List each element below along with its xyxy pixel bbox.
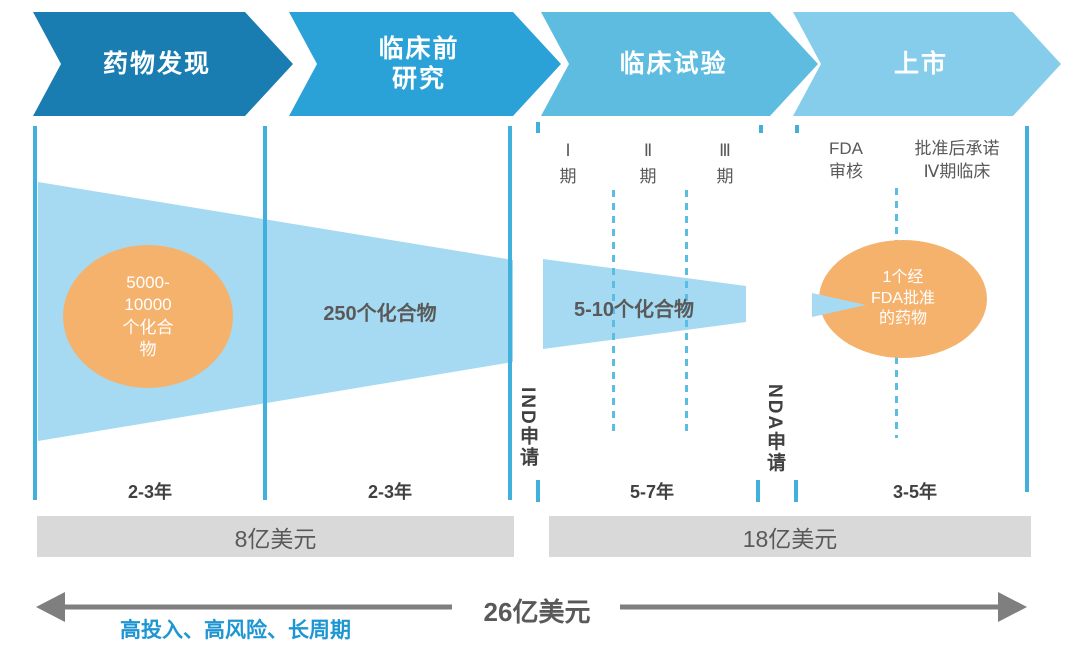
divider-line-preclinical-start	[263, 126, 267, 500]
ind-application-label: IND申请	[517, 387, 538, 468]
duration-market: 3-5年	[892, 482, 938, 502]
clinical-compounds-label: 5-10个化合物	[573, 299, 695, 321]
cost-bar-discovery-preclinical: 8亿美元	[37, 516, 514, 557]
duration-discovery: 2-3年	[127, 482, 173, 502]
total-arrowhead-left	[36, 592, 65, 622]
discovery-compounds-label: 5000- 10000 个化合 物	[122, 273, 174, 359]
divider-line-discovery-start	[33, 126, 37, 500]
stage-label-clinical-trials: 临床试验	[619, 50, 728, 78]
duration-clinical: 5-7年	[629, 482, 675, 502]
phase-3-label: Ⅲ 期	[716, 141, 734, 187]
stage-label-drug-discovery: 药物发现	[102, 50, 211, 78]
stage-banner-drug-discovery: 药物发现	[33, 12, 293, 116]
nda-application-label: NDA申请	[764, 384, 785, 474]
footnote-label: 高投入、高风险、长周期	[120, 619, 351, 642]
stage-banner-preclinical: 临床前 研究	[289, 12, 561, 116]
stage-label-market: 上市	[893, 50, 948, 78]
tick-clinical-start-top	[536, 122, 540, 133]
stage-banner-clinical-trials: 临床试验	[541, 12, 818, 116]
duration-preclinical: 2-3年	[367, 482, 413, 502]
stage-label-preclinical: 临床前 研究	[378, 35, 460, 93]
phase-2-label: Ⅱ 期	[639, 141, 657, 187]
tick-nda-right-bottom	[794, 480, 798, 502]
divider-line-ind	[508, 126, 512, 500]
tick-nda-left-bottom	[756, 480, 760, 502]
approved-drug-label: 1个经 FDA批准 的药物	[870, 268, 935, 328]
cost-discovery-preclinical: 8亿美元	[234, 525, 317, 552]
tick-nda-right-top	[795, 125, 799, 133]
preclinical-compounds-label: 250个化合物	[323, 303, 437, 325]
phase-1-label: Ⅰ 期	[559, 141, 577, 187]
approved-drug-ellipse: 1个经 FDA批准 的药物	[819, 240, 987, 358]
cost-bar-clinical-market: 18亿美元	[549, 516, 1031, 557]
tick-nda-left-top	[759, 125, 763, 133]
fda-review-label: FDA 审核	[829, 139, 863, 181]
cost-clinical-market: 18亿美元	[742, 525, 838, 552]
post-approval-label: 批准后承诺 Ⅳ期临床	[914, 139, 1000, 181]
divider-line-market-end	[1025, 126, 1029, 492]
discovery-compounds-ellipse: 5000- 10000 个化合 物	[63, 245, 233, 388]
total-arrowhead-right	[998, 592, 1027, 622]
stage-banner-market: 上市	[793, 12, 1061, 116]
tick-clinical-start-bottom	[536, 480, 540, 502]
total-cost-label: 26亿美元	[483, 597, 591, 627]
